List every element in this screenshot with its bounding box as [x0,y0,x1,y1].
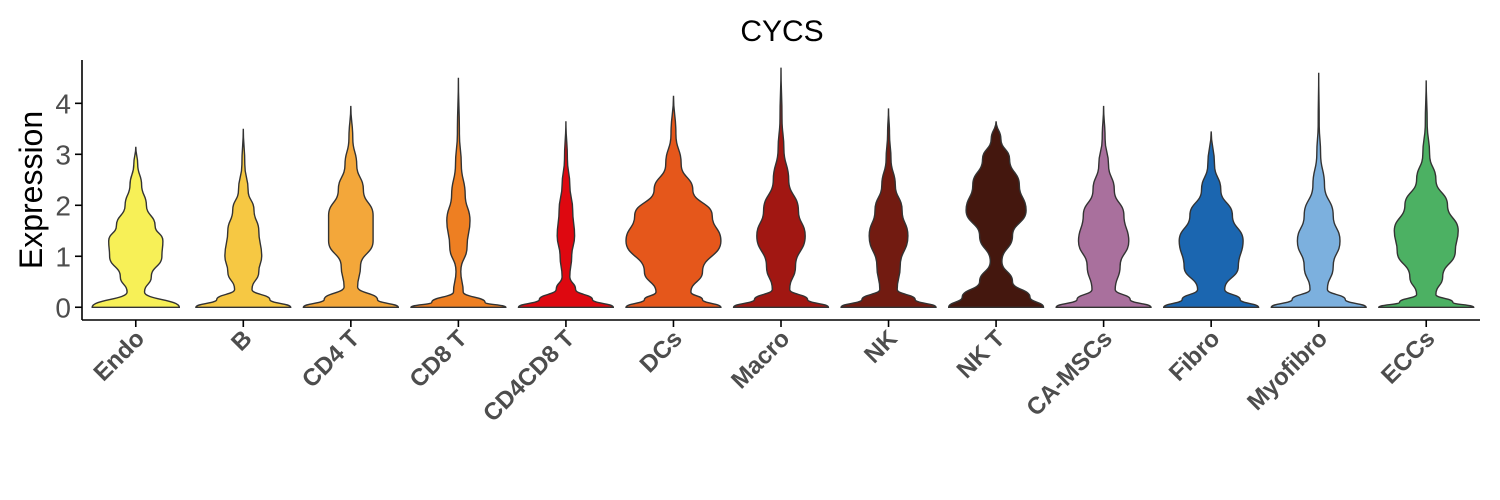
violin-macro [732,67,830,308]
y-axis: 0 1 2 3 4 [55,60,83,323]
violin-fibro [1162,130,1260,308]
violin-ca-mscs [1055,105,1152,308]
violin-cd4cd8-t [517,120,615,308]
violin-eccs [1378,79,1475,308]
violin-myofibro [1270,71,1367,308]
violin-endo [91,146,181,308]
x-tick-label: B [226,325,257,356]
x-tick-label: NK T [952,325,1011,384]
x-tick-label: Fibro [1164,325,1226,387]
x-tick-label: Myofibro [1242,325,1333,416]
x-tick-label: NK [859,325,903,369]
y-tick-label: 1 [55,241,71,272]
x-tick-label: CD4 T [297,325,365,393]
x-axis: Endo B CD4 T CD8 T CD4CD8 T DCs Macro NK NK T CA-… [82,319,1480,427]
x-tick-label: ECCs [1376,325,1440,389]
y-tick-label: 2 [55,190,71,221]
violins-group [91,67,1475,308]
x-tick-label: DCs [635,325,688,378]
violin-nk [840,107,937,308]
chart-title: CYCS [740,15,823,48]
y-tick-label: 0 [55,292,71,323]
y-tick-label: 4 [55,88,71,119]
x-tick-label: Endo [88,325,150,387]
y-tick-label: 3 [55,139,71,170]
x-tick-label: Macro [726,325,795,394]
y-axis-label: Expression [13,111,49,269]
violin-cd8-t [410,77,507,308]
x-tick-label: CA-MSCs [1021,325,1117,421]
violin-dcs [625,94,722,308]
violin-cd4-t [302,105,400,308]
violin-nk-t [947,120,1045,308]
x-tick-label: CD4CD8 T [478,325,580,427]
x-tick-label: CD8 T [405,325,473,393]
violin-b [195,128,292,308]
